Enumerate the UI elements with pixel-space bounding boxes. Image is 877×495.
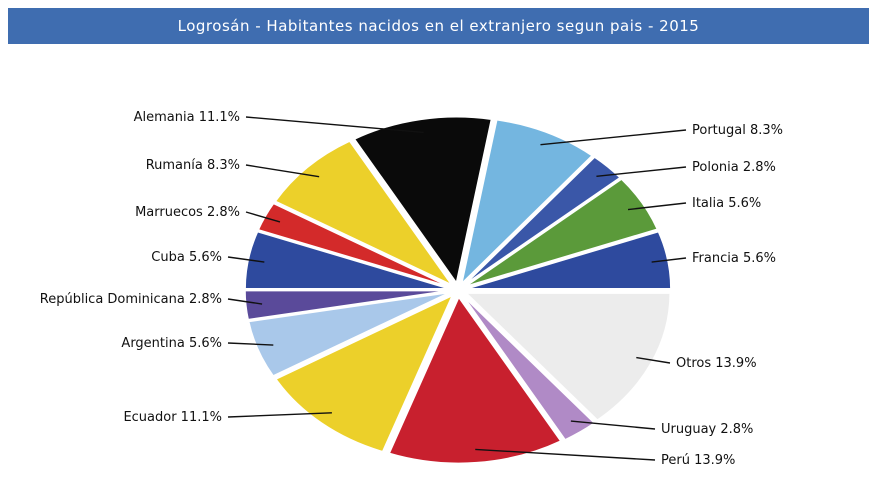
pie-slice-polonia [463, 156, 622, 286]
pie-slice-per- [388, 295, 562, 465]
slice-label: Uruguay 2.8% [661, 422, 753, 437]
pie-slice-rep-blica-dominicana [244, 289, 450, 321]
pie-slice-italia [465, 178, 659, 288]
chart-title-bar: Logrosán - Habitantes nacidos en el extr… [8, 8, 869, 44]
leader-line [245, 211, 281, 223]
slice-label: Cuba 5.6% [151, 250, 222, 265]
slice-label: Polonia 2.8% [692, 160, 776, 175]
leader-line [636, 356, 671, 364]
slice-label: Otros 13.9% [676, 356, 757, 371]
slice-label: Italia 5.6% [692, 196, 761, 211]
leader-line [596, 166, 687, 177]
leader-line [540, 129, 687, 146]
slice-label: Marruecos 2.8% [135, 205, 240, 220]
leader-line [627, 202, 687, 211]
leader-line [651, 257, 687, 263]
pie-slice-ruman-a [274, 140, 454, 287]
slice-label: Alemania 11.1% [134, 110, 240, 125]
leader-line [227, 256, 265, 263]
leader-line [475, 448, 656, 461]
slice-label: Perú 13.9% [661, 453, 735, 468]
pie-slice-alemania [353, 116, 493, 285]
slice-label: Rumanía 8.3% [146, 158, 240, 173]
leader-line [245, 164, 320, 178]
leader-line [245, 116, 424, 134]
pie-slice-otros [464, 292, 671, 422]
leader-line [227, 298, 263, 305]
leader-line [227, 342, 274, 346]
pie-slice-portugal [460, 118, 594, 286]
slice-label: Argentina 5.6% [121, 336, 222, 351]
pie-slice-argentina [247, 291, 450, 377]
slice-label: Portugal 8.3% [692, 123, 783, 138]
chart-title: Logrosán - Habitantes nacidos en el extr… [177, 17, 700, 35]
leader-line [570, 420, 656, 430]
pie-slice-marruecos [257, 202, 451, 288]
leader-line [227, 412, 332, 418]
slice-label: Ecuador 11.1% [123, 410, 222, 425]
slice-label: República Dominicana 2.8% [40, 292, 222, 307]
slice-label: Francia 5.6% [692, 251, 776, 266]
